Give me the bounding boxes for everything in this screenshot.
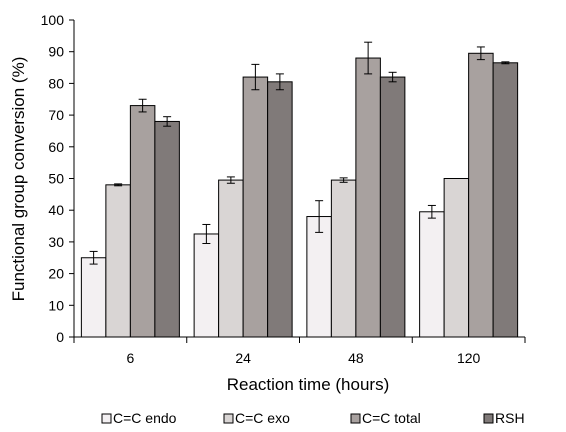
bar-4-2	[267, 81, 293, 338]
legend-item-4: RSH	[483, 410, 525, 426]
error-bar-1-2	[202, 223, 211, 244]
y-axis-title: Functional group conversion (%)	[9, 57, 28, 302]
bar-3-2	[242, 76, 269, 338]
legend-item-2: C=C exo	[223, 410, 290, 426]
y-tick-label: 20	[48, 266, 64, 282]
error-bar-2-2	[226, 176, 235, 184]
x-axis-title: Reaction time (hours)	[227, 375, 390, 394]
y-tick-label: 30	[48, 234, 64, 250]
y-tick-label: 60	[48, 139, 64, 155]
legend: C=C endo C=C exo C=C total RSH	[101, 410, 525, 426]
x-tick-label: 48	[348, 350, 364, 366]
legend-item-1: C=C endo	[101, 410, 177, 426]
y-tick-label: 0	[56, 329, 64, 345]
x-tick-label: 120	[457, 350, 481, 366]
error-bar-3-4	[476, 46, 485, 61]
y-tick-label: 40	[48, 202, 64, 218]
legend-swatch	[350, 413, 361, 424]
bar-1-4	[419, 211, 445, 338]
x-tick-label: 24	[235, 350, 251, 366]
bar-2-2	[218, 179, 244, 338]
bar-2-4	[443, 178, 470, 338]
y-tick-label: 10	[48, 297, 64, 313]
y-ticks-layer: 0 10 20 30 40 50 60 70 80 90 100	[41, 12, 74, 345]
y-tick-label: 100	[41, 12, 65, 28]
error-bar-4-3	[388, 71, 397, 83]
error-bar-1-1	[89, 250, 98, 265]
legend-item-3: C=C total	[350, 410, 421, 426]
legend-label: C=C exo	[235, 410, 290, 426]
bar-2-3	[330, 179, 357, 338]
error-bar-1-4	[427, 204, 436, 219]
x-tick-label: 6	[126, 350, 134, 366]
legend-label: RSH	[495, 410, 525, 426]
y-tick-label: 80	[48, 75, 64, 91]
error-bars-layer	[89, 41, 510, 265]
bar-3-3	[355, 57, 381, 338]
bar-1-3	[306, 216, 332, 338]
y-tick-label: 90	[48, 44, 64, 60]
error-bar-2-3	[339, 177, 348, 183]
legend-swatch	[483, 413, 494, 424]
error-bar-3-3	[364, 41, 373, 75]
error-bar-3-2	[251, 63, 260, 91]
bar-4-1	[154, 120, 180, 338]
bar-4-3	[379, 76, 406, 338]
bar-3-1	[129, 105, 156, 338]
bar-2-1	[105, 184, 131, 338]
error-bar-3-1	[138, 98, 147, 113]
error-bar-4-2	[275, 73, 284, 91]
bar-1-1	[80, 257, 107, 338]
legend-label: C=C total	[362, 410, 421, 426]
bars-layer	[80, 52, 519, 338]
error-bar-1-3	[315, 200, 324, 233]
bar-3-4	[468, 52, 494, 338]
bar-1-2	[193, 233, 220, 338]
x-ticks-layer: 6 24 48 120	[73, 337, 526, 366]
y-tick-label: 70	[48, 107, 64, 123]
legend-swatch	[101, 413, 112, 424]
bar-4-4	[492, 62, 519, 338]
legend-swatch	[223, 413, 234, 424]
error-bar-2-1	[114, 183, 123, 187]
error-bar-4-4	[501, 61, 510, 65]
legend-label: C=C endo	[113, 410, 177, 426]
y-tick-label: 50	[48, 171, 64, 187]
error-bar-4-1	[163, 116, 172, 127]
